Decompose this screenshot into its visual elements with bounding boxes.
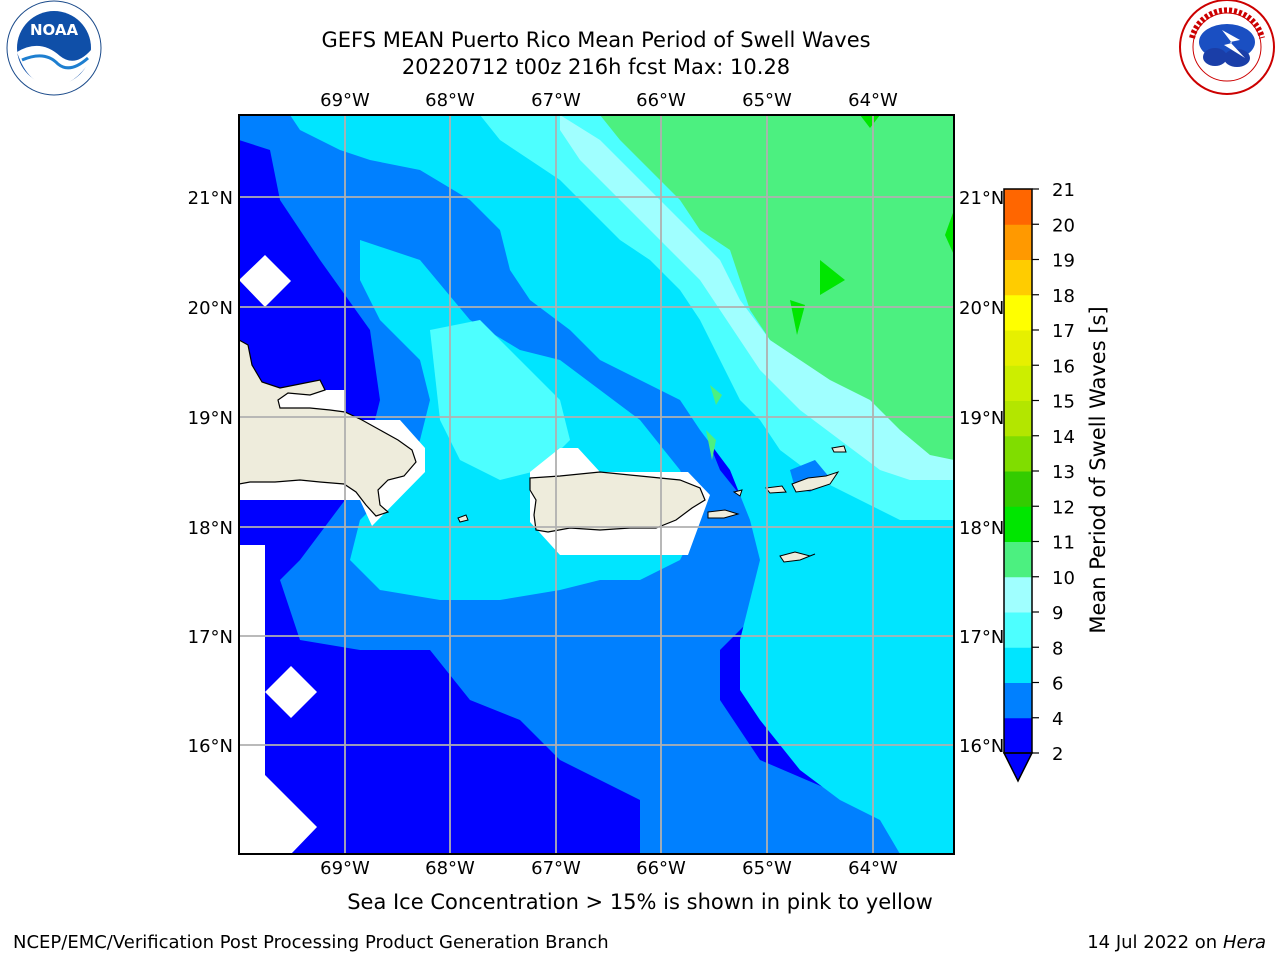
svg-text:NOAA: NOAA [30,21,79,39]
colorbar-segment [1004,224,1032,260]
colorbar-tick-label: 13 [1052,462,1075,483]
colorbar-extend-arrow [1002,752,1034,783]
colorbar-tick-label: 17 [1052,321,1075,342]
colorbar-tick-label: 10 [1052,568,1075,589]
nws-logo-icon [1179,0,1275,95]
lon-label: 68°W [425,90,475,111]
colorbar-tick-label: 15 [1052,392,1075,413]
lon-labels-top: 69°W 68°W 67°W 66°W 65°W 64°W [320,90,898,111]
lat-label: 17°N [959,627,1004,648]
colorbar-segment [1004,259,1032,296]
colorbar-tick-label: 21 [1052,180,1075,201]
lon-label: 68°W [425,858,475,879]
colorbar-tick-label: 20 [1052,215,1075,236]
colorbar-tick-label: 6 [1052,674,1063,695]
colorbar-tick-label: 14 [1052,427,1075,448]
colorbar-tick-label: 4 [1052,709,1063,730]
lon-label: 65°W [742,858,792,879]
colorbar-tick-label: 12 [1052,497,1075,518]
footer-date-text: 14 Jul 2022 on [1087,932,1223,953]
lon-label: 67°W [531,90,581,111]
graticule [239,115,954,854]
sea-ice-note: Sea Ice Concentration > 15% is shown in … [347,890,933,914]
colorbar-tick-label: 19 [1052,251,1075,272]
colorbar-segment [1004,330,1032,366]
colorbar-segment [1004,682,1032,719]
band-11-12 [790,300,805,335]
lon-label: 66°W [636,90,686,111]
footer-credit: NCEP/EMC/Verification Post Processing Pr… [13,932,609,953]
lat-label: 16°N [959,736,1004,757]
lat-label: 17°N [188,627,233,648]
colorbar-tick-label: 11 [1052,533,1075,554]
band-10-11 [706,430,716,460]
band-8-9 [430,320,570,480]
lat-label: 21°N [188,188,233,209]
lat-label: 20°N [959,298,1004,319]
colorbar-tick-label: 8 [1052,638,1063,659]
lat-label: 16°N [188,736,233,757]
colorbar-segment [1004,189,1032,225]
lat-label: 20°N [188,298,233,319]
lat-label: 21°N [959,188,1004,209]
footer-host: Hera [1222,932,1266,953]
colorbar-tick-label: 9 [1052,603,1063,624]
lon-label: 64°W [848,858,898,879]
lat-label: 18°N [959,518,1004,539]
colorbar-segment [1004,506,1032,542]
band-10-11 [710,385,722,405]
lon-label: 69°W [320,90,370,111]
colorbar-segment [1004,717,1032,754]
lat-label: 19°N [188,408,233,429]
colorbar-label: Mean Period of Swell Waves [s] [1086,306,1110,633]
band-11-12 [945,210,954,255]
colorbar-segment [1004,435,1032,472]
colorbar-segment [1004,612,1032,648]
colorbar: 2 4 6 8 9 10 11 12 13 14 15 16 17 18 19 20 21 [1002,180,1075,783]
band-11-12 [820,260,845,295]
chart-title: GEFS MEAN Puerto Rico Mean Period of Swe… [321,28,871,52]
lon-labels-bottom: 69°W 68°W 67°W 66°W 65°W 64°W [320,858,898,879]
lat-label: 19°N [959,408,1004,429]
colorbar-tick-label: 18 [1052,286,1075,307]
chart-subtitle: 20220712 t00z 216h fcst Max: 10.28 [401,55,791,79]
lon-label: 66°W [636,858,686,879]
map-frame [238,114,955,855]
colorbar-segment [1004,400,1032,437]
swell-period-field [239,115,954,854]
band-10-11 [600,115,954,460]
lon-label: 64°W [848,90,898,111]
colorbar-segment [1004,294,1032,331]
lat-labels-right: 21°N 20°N 19°N 18°N 17°N 16°N [959,188,1004,757]
footer-date: 14 Jul 2022 on Hera [1087,932,1266,953]
lat-label: 18°N [188,518,233,539]
lon-label: 69°W [320,858,370,879]
band-6-8 [290,115,954,854]
band-11-12 [860,115,880,128]
colorbar-tick-label: 2 [1052,744,1063,765]
colorbar-segment [1004,365,1032,401]
colorbar-segment [1004,471,1032,507]
lat-labels-left: 21°N 20°N 19°N 18°N 17°N 16°N [188,188,233,757]
noaa-logo-icon: NOAA [6,0,102,96]
lon-label: 67°W [531,858,581,879]
colorbar-segment [1004,647,1032,683]
colorbar-segment [1004,541,1032,578]
colorbar-segment [1004,576,1032,613]
colorbar-tick-label: 16 [1052,356,1075,377]
lon-label: 65°W [742,90,792,111]
